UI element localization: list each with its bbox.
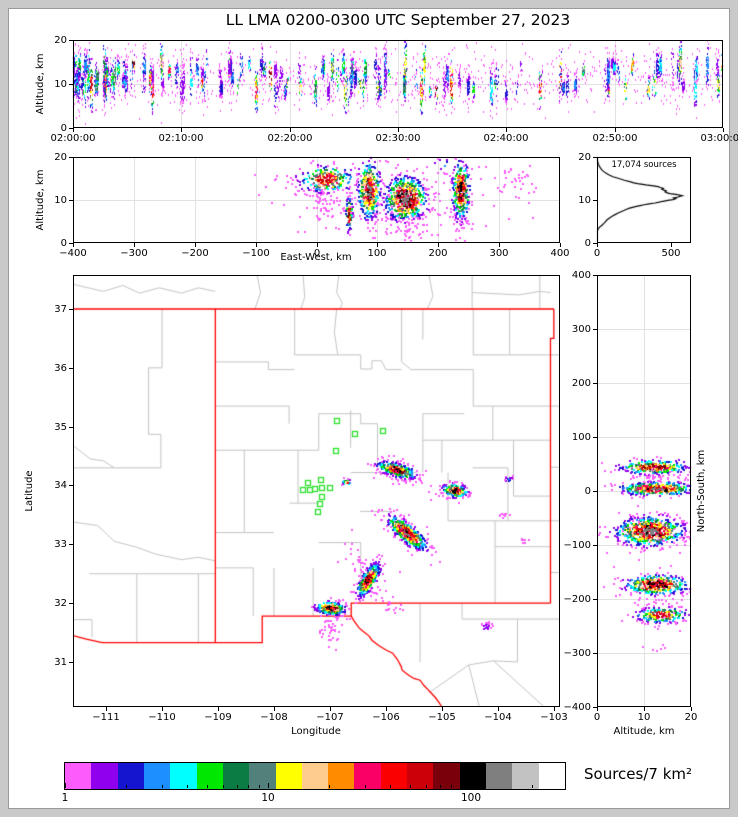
colorbar-minor-tick <box>426 785 427 788</box>
colorbar-segment-2 <box>91 763 118 789</box>
colorbar-major-tick <box>65 783 66 788</box>
colorbar-segment-5 <box>170 763 197 789</box>
colorbar-minor-tick <box>162 785 163 788</box>
colorbar-segment-19 <box>538 763 565 789</box>
density-colorbar <box>64 762 566 790</box>
colorbar-segment-7 <box>222 763 250 789</box>
colorbar-segment-6 <box>196 763 223 789</box>
colorbar-major-tick <box>268 783 269 788</box>
colorbar-segment-8 <box>249 763 276 789</box>
colorbar-minor-tick <box>187 785 188 788</box>
colorbar-segment-18 <box>512 763 539 789</box>
colorbar-segment-16 <box>459 763 486 789</box>
colorbar-segment-3 <box>117 763 144 789</box>
colorbar-minor-tick <box>365 785 366 788</box>
colorbar-minor-tick <box>223 785 224 788</box>
colorbar-minor-tick <box>390 785 391 788</box>
colorbar-major-tick <box>471 783 472 788</box>
colorbar-segment-10 <box>301 763 329 789</box>
colorbar-segment-15 <box>433 763 460 789</box>
colorbar-segment-4 <box>143 763 171 789</box>
colorbar-minor-tick <box>329 785 330 788</box>
colorbar-minor-tick <box>440 785 441 788</box>
colorbar-minor-tick <box>237 785 238 788</box>
colorbar-segment-1 <box>65 763 92 789</box>
colorbar-minor-tick <box>126 785 127 788</box>
colorbar-minor-tick <box>451 785 452 788</box>
colorbar-segment-9 <box>275 763 302 789</box>
colorbar-segment-17 <box>486 763 513 789</box>
colorbar-segment-14 <box>407 763 434 789</box>
colorbar-minor-tick <box>248 785 249 788</box>
colorbar-minor-tick <box>207 785 208 788</box>
colorbar-segment-11 <box>328 763 355 789</box>
colorbar-minor-tick <box>462 785 463 788</box>
colorbar-segment-13 <box>380 763 408 789</box>
colorbar-minor-tick <box>259 785 260 788</box>
colorbar-minor-tick <box>410 785 411 788</box>
colorbar-minor-tick <box>532 785 533 788</box>
colorbar-segment-12 <box>354 763 381 789</box>
